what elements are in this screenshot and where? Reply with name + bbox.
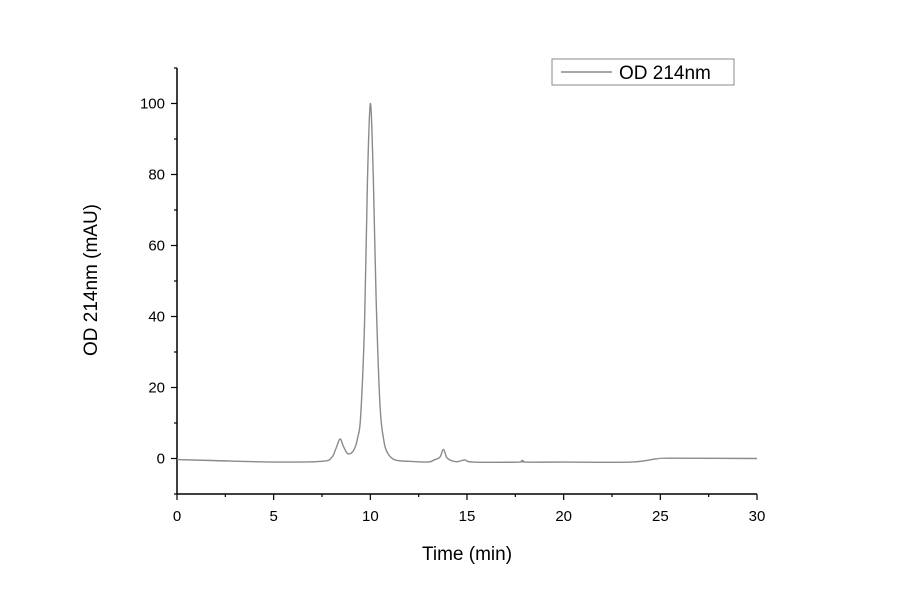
y-tick-label: 40 [148, 309, 165, 326]
x-axis-label: Time (min) [422, 544, 512, 565]
y-tick-label: 60 [148, 238, 165, 255]
legend-label: OD 214nm [619, 63, 711, 84]
series-line-od214 [176, 102, 758, 463]
x-tick-label: 25 [652, 508, 669, 525]
axes [176, 68, 757, 495]
y-tick-label: 100 [140, 96, 165, 113]
y-tick-label: 20 [148, 380, 165, 397]
legend: OD 214nm [551, 58, 735, 86]
y-axis-label: OD 214nm (mAU) [81, 204, 102, 356]
y-tick-label: 80 [148, 167, 165, 184]
x-tick-label: 10 [362, 508, 379, 525]
x-tick-label: 0 [173, 508, 181, 525]
x-tick-label: 30 [749, 508, 766, 525]
x-tick-label: 15 [459, 508, 476, 525]
x-tick-label: 20 [555, 508, 572, 525]
y-tick-label: 0 [157, 451, 165, 468]
x-tick-label: 5 [269, 508, 277, 525]
ticks: 0 5 10 15 20 25 30 0 20 40 60 80 100 [140, 67, 766, 525]
